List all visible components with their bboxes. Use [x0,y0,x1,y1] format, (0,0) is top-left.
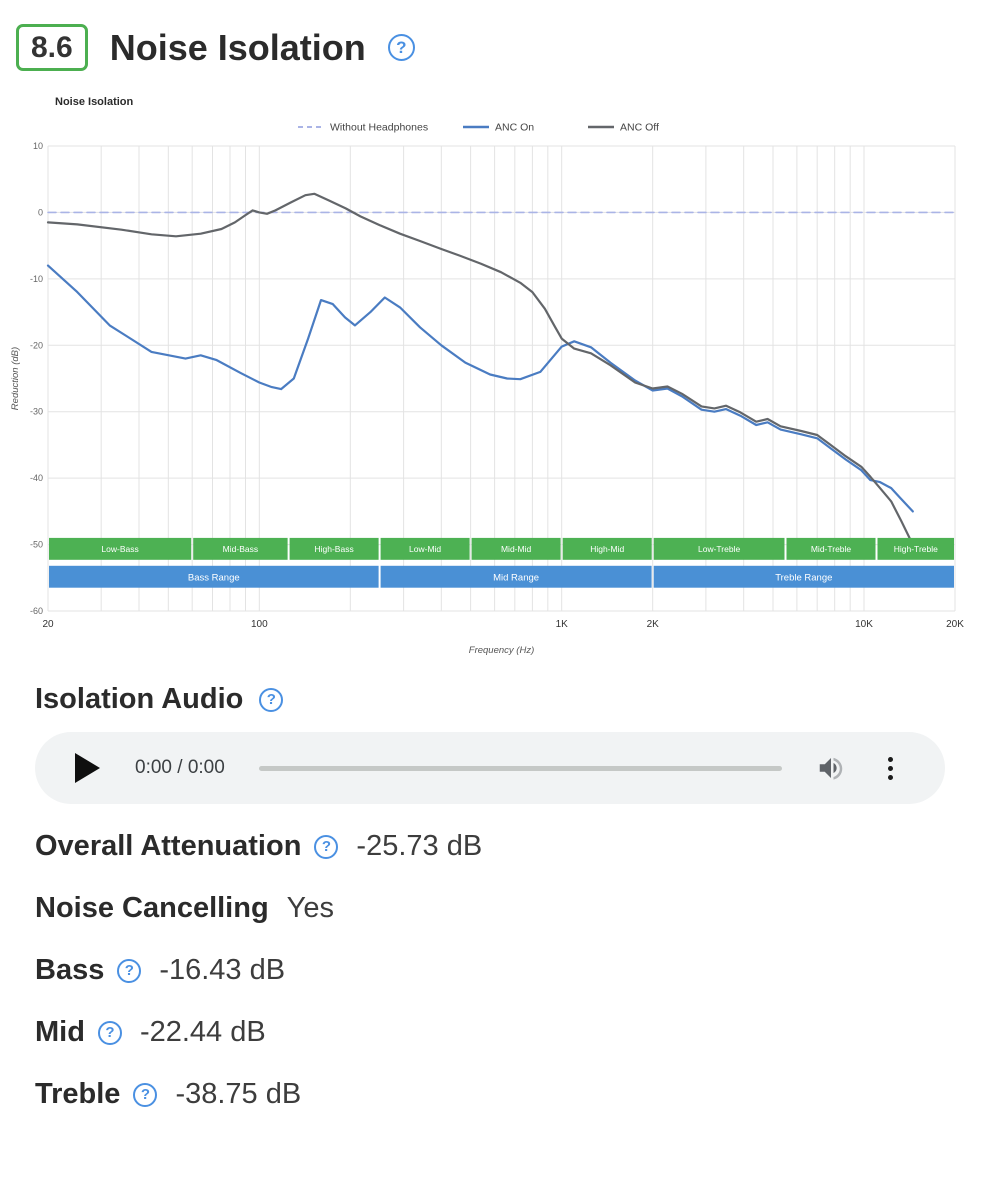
x-tick-label: 10K [855,619,873,630]
band-mid-treble [786,537,876,560]
range-bass-range [49,565,379,588]
help-icon[interactable]: ? [117,958,142,983]
band-low-treble [653,537,785,560]
band-label: Mid-Treble [811,544,852,554]
stat-row-treble: Treble ? -38.75 dB [35,1078,965,1111]
stat-label: Noise Cancelling [35,892,269,924]
stat-value: Yes [286,892,334,924]
y-tick-label: -30 [30,407,43,417]
overflow-menu-button[interactable] [886,755,895,782]
x-tick-label: 1K [556,619,569,630]
y-tick-label: -20 [30,340,43,350]
x-tick-label: 100 [251,619,268,630]
series-line-anc-on [46,264,914,513]
stat-value: -22.44 dB [139,1016,266,1048]
y-tick-label: -10 [30,274,43,284]
band-label: Low-Bass [101,544,138,554]
stat-value: -25.73 dB [356,830,483,862]
y-tick-label: 0 [38,207,43,217]
x-axis-label: Frequency (Hz) [469,645,534,656]
play-button[interactable] [65,753,109,783]
volume-up-icon [819,757,843,780]
stat-row-mid: Mid ? -22.44 dB [35,1016,965,1049]
band-mid-mid [471,537,561,560]
stat-label: Treble [35,1078,121,1110]
stat-row-overall-attenuation: Overall Attenuation ? -25.73 dB [35,830,965,863]
section-header: 8.6 Noise Isolation ? [0,0,1000,87]
help-icon[interactable]: ? [387,34,415,61]
y-tick-label: -50 [30,540,43,550]
range-mid-range [380,565,652,588]
help-icon[interactable]: ? [314,834,339,859]
measurements: Overall Attenuation ? -25.73 dB Noise Ca… [0,804,1000,1111]
band-label: High-Bass [314,544,353,554]
section-title: Noise Isolation [109,26,366,68]
help-icon[interactable]: ? [133,1082,158,1107]
legend-label-anc-on[interactable]: ANC On [495,122,534,134]
band-label: Mid-Bass [223,544,258,554]
score-badge: 8.6 [16,24,88,71]
band-label: Mid-Mid [501,544,531,554]
band-label: High-Treble [894,544,938,554]
help-icon[interactable]: ? [259,687,284,712]
band-label: Low-Mid [409,544,441,554]
stat-label: Overall Attenuation [35,830,302,862]
range-treble-range [653,565,954,588]
kebab-menu-icon [886,755,895,782]
y-tick-label: -40 [30,473,43,483]
band-label: Low-Treble [698,544,740,554]
chart-container: 10 0 -10 -20 -30 -40 -50 -60 20 100 1K 2K 10K 20K Low-… [0,87,1000,669]
stat-label: Mid [35,1016,85,1048]
stat-row-bass: Bass ? -16.43 dB [35,954,965,987]
stat-value: -16.43 dB [159,954,286,986]
band-high-bass [289,537,379,560]
range-label: Bass Range [188,572,240,583]
band-label: High-Mid [590,544,624,554]
audio-player: 0:00 / 0:00 [35,732,945,804]
y-tick-label: -60 [30,606,43,616]
x-tick-label: 2K [647,619,660,630]
seek-slider[interactable] [258,765,782,771]
band-low-mid [380,537,470,560]
help-icon[interactable]: ? [97,1020,122,1045]
legend-label-anc-off[interactable]: ANC Off [620,122,659,134]
band-mid-bass [193,537,288,560]
seek-track [258,765,782,771]
time-display: 0:00 / 0:00 [135,757,225,778]
band-low-bass [49,537,192,560]
stat-label: Bass [35,954,105,986]
legend-label-without-headphones[interactable]: Without Headphones [330,122,428,134]
x-tick-label: 20 [42,619,54,630]
volume-button[interactable] [816,753,846,783]
band-high-treble [877,537,954,560]
x-tick-label: 20K [946,619,964,630]
stat-value: -38.75 dB [175,1078,302,1110]
audio-header: Isolation Audio ? [0,669,1000,716]
play-icon [74,753,100,783]
audio-title: Isolation Audio [35,683,244,715]
range-label: Mid Range [493,572,539,583]
series-line-anc-off [46,192,914,546]
y-tick-label: 10 [33,141,43,151]
chart-title: Noise Isolation [55,96,134,108]
y-axis-label: Reduction (dB) [10,347,21,410]
band-high-mid [562,537,652,560]
stat-row-noise-cancelling: Noise Cancelling Yes [35,892,965,925]
range-label: Treble Range [775,572,832,583]
